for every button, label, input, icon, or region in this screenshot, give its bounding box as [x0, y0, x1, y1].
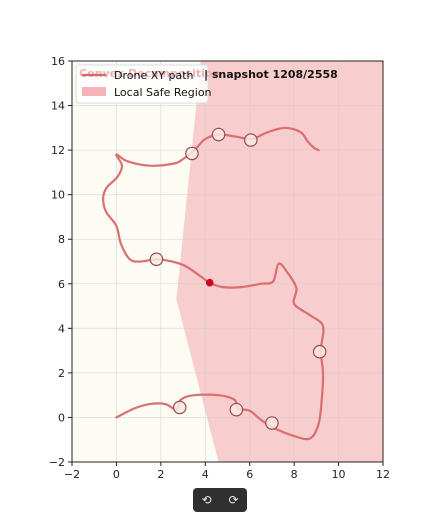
x-tick-label: 8 — [291, 468, 298, 481]
y-tick-label: 8 — [58, 233, 65, 246]
redo-button[interactable]: ⟳ — [224, 490, 244, 510]
y-tick-label: 4 — [58, 322, 65, 335]
plot-frame — [71, 60, 384, 463]
y-tick-label: −2 — [49, 456, 65, 469]
legend: Convex Decomposition Drone XY path Local… — [75, 64, 220, 104]
y-tick-label: 14 — [51, 100, 65, 113]
legend-label-drone-path: Drone XY path — [114, 69, 194, 82]
faded-title: Convex Decomposition — [79, 67, 220, 80]
x-tick-label: 10 — [332, 468, 346, 481]
x-tick-label: −2 — [64, 468, 80, 481]
waypoint-marker — [229, 402, 244, 417]
legend-box — [75, 64, 209, 104]
waypoint-marker — [211, 127, 226, 142]
safe-region — [176, 61, 383, 462]
waypoint-marker — [312, 344, 327, 359]
playback-controls: ⟲ ⟳ — [193, 488, 247, 512]
legend-label-safe-region: Local Safe Region — [114, 86, 212, 99]
x-tick-label: 12 — [376, 468, 390, 481]
y-tick-label: 2 — [58, 367, 65, 380]
waypoint-marker — [185, 146, 199, 161]
waypoint-marker — [265, 416, 279, 430]
undo-button[interactable]: ⟲ — [197, 490, 217, 510]
y-tick-label: 6 — [58, 278, 65, 291]
legend-patch-swatch — [82, 87, 106, 96]
chart-title: | snapshot 1208/2558 — [204, 68, 338, 81]
x-tick-label: 0 — [113, 468, 120, 481]
waypoint-marker — [172, 400, 187, 415]
waypoint-marker — [149, 252, 164, 267]
x-tick-label: 6 — [246, 468, 253, 481]
x-tick-label: 2 — [157, 468, 164, 481]
y-tick-label: 16 — [51, 55, 65, 68]
y-tick-label: 12 — [51, 144, 65, 157]
drone-path-line — [102, 126, 325, 441]
y-tick-label: 10 — [51, 189, 65, 202]
y-tick-label: 0 — [58, 411, 65, 424]
x-tick-label: 4 — [202, 468, 209, 481]
waypoint-marker — [244, 133, 258, 147]
current-position-marker — [205, 278, 214, 287]
